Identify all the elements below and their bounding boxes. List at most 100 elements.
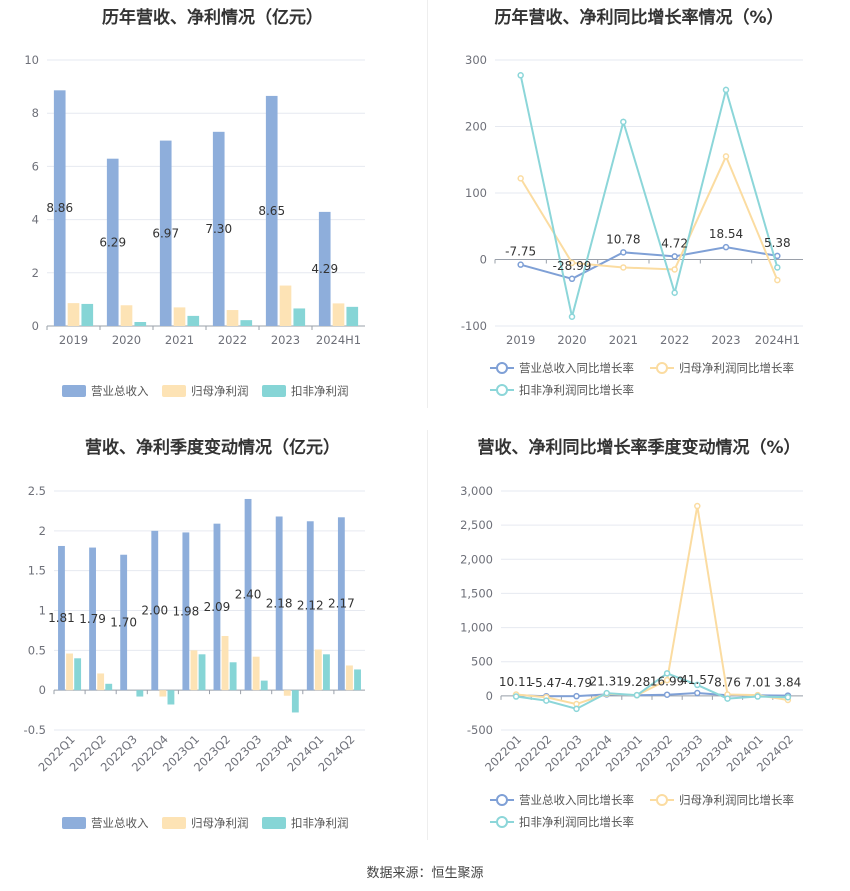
legend-swatch-marker — [496, 816, 508, 828]
x-tick-label: 2022 — [218, 333, 247, 347]
legend-swatch — [262, 817, 286, 829]
series-point — [663, 676, 671, 684]
bar — [354, 669, 361, 691]
y-tick-label: 3,000 — [460, 484, 493, 498]
vertical-divider — [427, 430, 428, 840]
legend-label: 归母净利润 — [191, 816, 249, 830]
data-label: 41.57 — [680, 673, 714, 687]
data-label: 21.31 — [590, 674, 624, 688]
legend-label: 扣非净利润同比增长率 — [519, 815, 634, 829]
bar — [265, 95, 278, 326]
y-tick-label: 0 — [486, 689, 493, 703]
legend-label: 归母净利润 — [191, 384, 249, 398]
data-label: 6.97 — [152, 226, 179, 240]
bar — [318, 211, 331, 326]
chart-title: 历年营收、净利同比增长率情况（%） — [494, 8, 784, 28]
chart-title: 历年营收、净利情况（亿元） — [102, 8, 323, 28]
series-point — [543, 697, 550, 704]
chart-svg-quarterly-revenue: 2.521.510.50-0.52022Q12022Q22022Q32022Q4… — [24, 484, 365, 830]
x-tick-label: 2020 — [557, 333, 586, 347]
data-label: 1.98 — [173, 604, 200, 618]
chart-panel-annual-growth: 历年营收、净利同比增长率情况（%） 300 200 100 0 -100 2019 2020… — [428, 0, 850, 410]
bar — [323, 654, 330, 691]
bar — [151, 530, 159, 691]
data-label: 7.30 — [205, 222, 232, 236]
bar — [53, 90, 66, 326]
series-point — [568, 259, 576, 267]
bar — [314, 649, 322, 691]
bar — [213, 523, 221, 691]
legend-label: 营业总收入同比增长率 — [519, 793, 634, 807]
chart-title: 营收、净利同比增长率季度变动情况（%） — [477, 438, 801, 458]
bar — [81, 303, 94, 326]
legend-swatch-marker — [656, 362, 668, 374]
bar — [173, 307, 186, 326]
x-tick-label: 2024H1 — [755, 333, 800, 347]
data-label: 8.76 — [714, 675, 741, 689]
bar — [106, 158, 119, 326]
series-point — [620, 249, 627, 256]
series-point — [633, 691, 641, 699]
x-tick-label: 2023 — [711, 333, 740, 347]
data-label: 2.18 — [266, 596, 293, 610]
y-tick-label: 300 — [465, 53, 487, 67]
legend-swatch — [262, 385, 286, 397]
bar — [291, 690, 299, 713]
bar — [275, 516, 283, 691]
bar — [198, 654, 206, 691]
bar — [58, 545, 65, 691]
legend-label: 扣非净利润 — [291, 816, 349, 830]
series-point — [620, 118, 627, 126]
x-tick-label: 2019 — [506, 333, 535, 347]
bar — [159, 140, 172, 326]
legend-swatch-marker — [496, 794, 508, 806]
bar — [190, 650, 198, 691]
data-label: 4.72 — [661, 236, 688, 250]
data-label: 2.09 — [204, 600, 231, 614]
data-label: 4.29 — [311, 262, 338, 276]
bar — [337, 517, 345, 691]
y-tick-label: 4 — [32, 213, 39, 227]
series-point — [517, 175, 524, 182]
series-point — [671, 289, 678, 296]
bar — [293, 308, 306, 326]
series-point — [774, 252, 781, 260]
data-label: 3.84 — [775, 676, 802, 690]
y-tick-label: 0 — [32, 319, 39, 333]
data-label: 6.29 — [99, 235, 126, 249]
y-tick-label: 8 — [32, 106, 39, 120]
y-tick-label: 2 — [39, 524, 46, 538]
legend-label: 归母净利润同比增长率 — [679, 361, 794, 375]
chart-svg-annual-revenue: 10 8 6 4 2 0 2019 2020 2021 2022 2023 2024H1 8.86 6.2… — [24, 53, 365, 398]
series-point — [784, 693, 792, 701]
series-point — [754, 693, 761, 700]
data-label: -5.47 — [531, 676, 562, 690]
y-tick-label: 500 — [471, 655, 493, 669]
data-label: 1.79 — [79, 612, 106, 626]
legend-swatch-marker — [656, 794, 668, 806]
y-tick-label: 2 — [32, 266, 39, 280]
bar — [332, 303, 345, 326]
bar — [346, 306, 359, 326]
data-label: -4.79 — [561, 676, 592, 690]
y-tick-label: -500 — [467, 723, 493, 737]
bar — [229, 662, 237, 691]
bar — [67, 303, 80, 326]
x-tick-label: 2022 — [660, 333, 689, 347]
bar — [136, 690, 144, 697]
y-tick-label: 1,000 — [460, 621, 493, 635]
x-tick-label: 2019 — [59, 333, 88, 347]
chart-panel-quarterly-revenue: 营收、净利季度变动情况（亿元） 2.5 2 1.5 1 0.5 0 -0.5 2022Q1 20… — [0, 425, 425, 845]
data-label: 18.54 — [709, 227, 743, 241]
data-label: -28.99 — [553, 259, 592, 273]
series-point — [694, 689, 701, 697]
series-point — [774, 276, 781, 284]
series-point — [568, 313, 576, 320]
y-tick-label: 0 — [480, 253, 487, 267]
data-label: 9.28 — [624, 675, 651, 689]
chart-title: 营收、净利季度变动情况（亿元） — [85, 438, 340, 458]
legend-label: 扣非净利润同比增长率 — [519, 383, 634, 397]
data-label: 2.12 — [297, 599, 324, 613]
series-point — [573, 692, 580, 700]
data-label: 8.65 — [258, 204, 285, 218]
